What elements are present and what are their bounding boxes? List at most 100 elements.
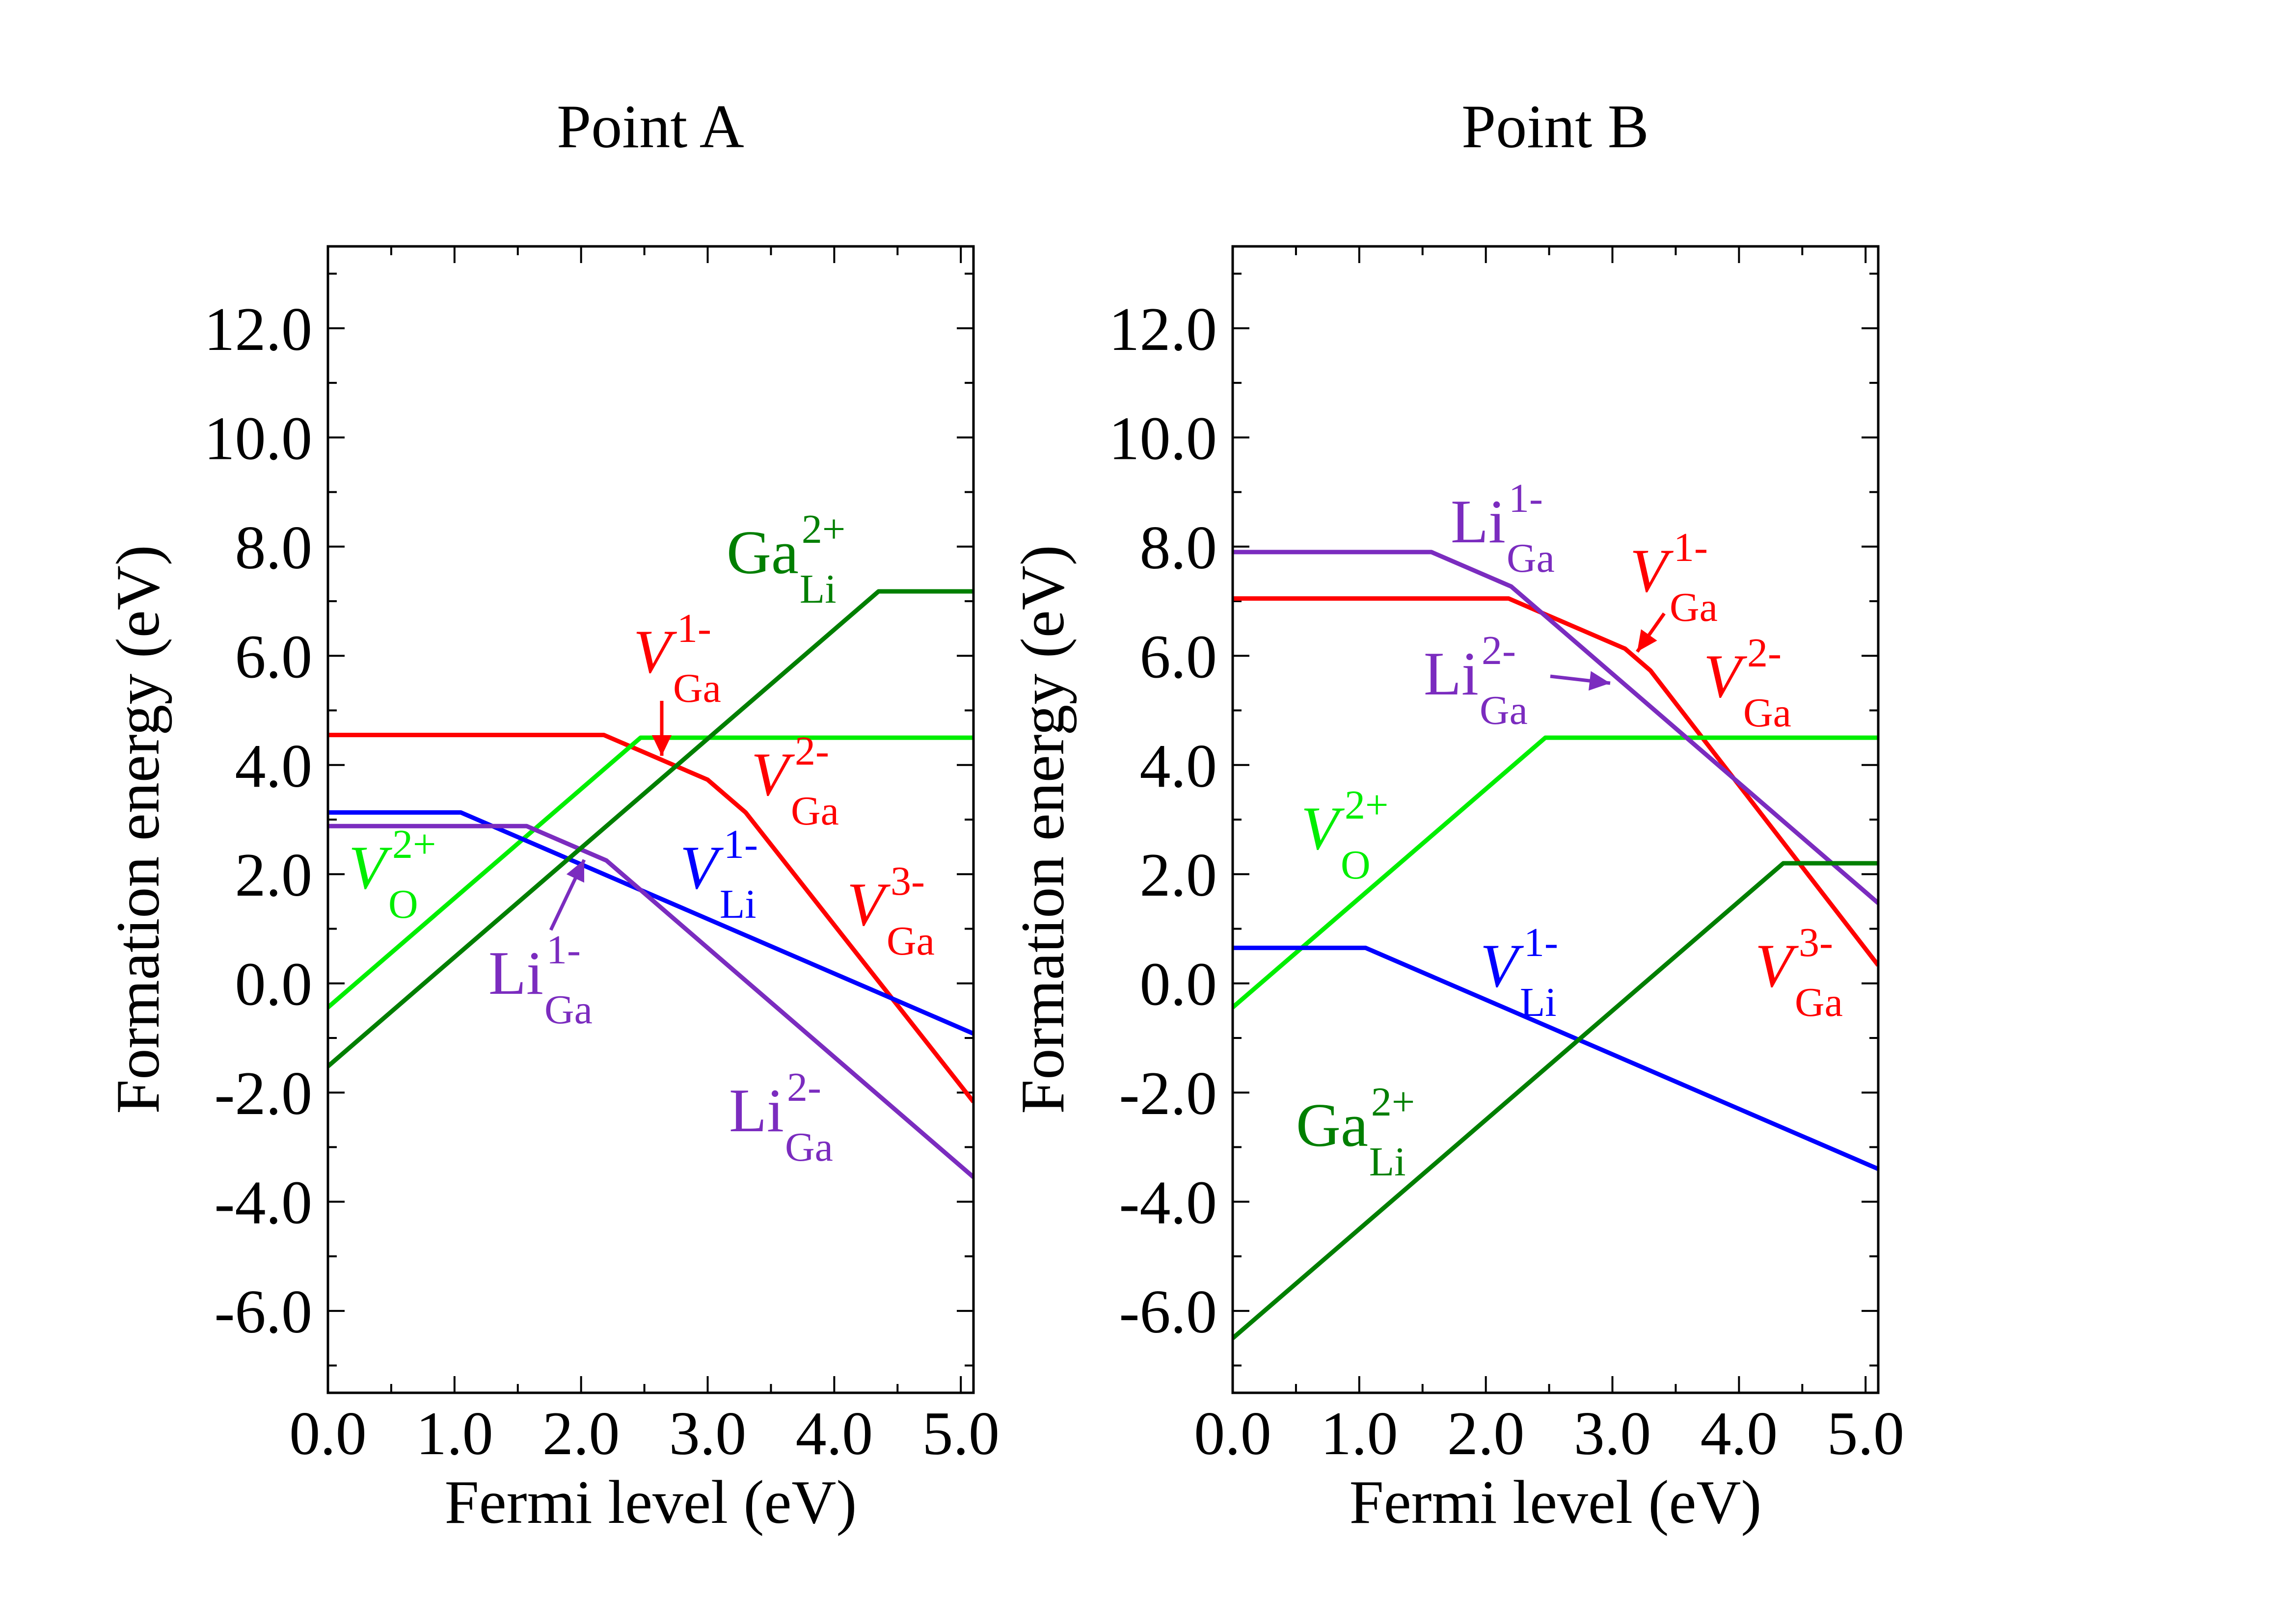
arrow-head: [652, 735, 672, 756]
defect-label-main: V: [1755, 932, 1799, 1000]
y-tick-label: -2.0: [215, 1060, 312, 1128]
defect-label-site: Ga: [785, 1124, 833, 1170]
plot-frame: [326, 245, 975, 1394]
y-tick-label: 6.0: [235, 623, 313, 691]
defect-label-main: V: [1630, 537, 1674, 605]
defect-label-li-ga: Li2- Ga: [729, 1064, 833, 1170]
y-tick-label: 2.0: [1140, 841, 1217, 909]
series-line-li-ga: [328, 824, 973, 1179]
defect-label-charge: 2-: [1747, 630, 1782, 676]
pointer-arrow: [1550, 671, 1611, 691]
y-tick-label: 6.0: [1140, 623, 1217, 691]
x-tick-label: 5.0: [922, 1400, 999, 1468]
series-line-v-li: [328, 810, 973, 1036]
defect-label-main: V: [847, 871, 891, 939]
x-tick-label: 1.0: [416, 1400, 493, 1468]
arrow-head: [566, 860, 585, 883]
x-tick-label: 4.0: [1701, 1400, 1778, 1468]
defect-label-site: Li: [1369, 1139, 1406, 1185]
y-tick-label: -6.0: [215, 1278, 312, 1346]
defect-label-v-li: V 1- Li: [1480, 920, 1558, 1025]
y-tick-label: 10.0: [204, 404, 313, 473]
y-tick-label: 0.0: [1140, 951, 1217, 1019]
chart-panel-a: Point A 0.0 1.0 2.0 3.0 4.0 5.0 -6.0 -4.0 -2.0 0.0…: [104, 93, 999, 1537]
defect-label-main: Li: [1424, 640, 1479, 708]
chart-title: Point A: [557, 93, 744, 161]
defect-label-charge: 2+: [1345, 782, 1388, 828]
y-tick-label: -4.0: [1119, 1169, 1217, 1237]
defect-label-li-ga: Li1- Ga: [1451, 476, 1555, 581]
defect-label-charge: 1-: [1524, 920, 1558, 965]
defect-label-v-o: V 2+ O: [1301, 782, 1388, 888]
x-axis-label: Fermi level (eV): [445, 1468, 857, 1537]
x-tick-label: 3.0: [669, 1400, 747, 1468]
x-tick-label: 4.0: [796, 1400, 873, 1468]
defect-label-site: Ga: [1507, 535, 1555, 581]
y-tick-label: 4.0: [1140, 732, 1217, 800]
y-tick-label: -2.0: [1119, 1060, 1217, 1128]
y-tick-label: 10.0: [1109, 404, 1217, 473]
series-line-v-ga: [1233, 596, 1878, 967]
defect-label-charge: 1-: [677, 606, 711, 651]
defect-label-charge: 2+: [802, 506, 845, 552]
arrow-head: [1637, 629, 1657, 652]
arrow-head: [1588, 671, 1610, 691]
defect-label-charge: 3-: [891, 858, 925, 904]
x-tick-label: 0.0: [289, 1400, 367, 1468]
y-tick-label: 8.0: [235, 514, 313, 582]
defect-label-charge: 3-: [1799, 920, 1833, 965]
defect-label-li-ga: Li1- Ga: [488, 927, 593, 1033]
defect-label-charge: 1-: [1509, 476, 1543, 521]
defect-label-charge: 1-: [1674, 525, 1708, 570]
y-axis-label: Formation energy (eV): [104, 545, 172, 1114]
plot-frame: [1231, 245, 1880, 1394]
pointer-arrow: [1636, 612, 1666, 653]
y-axis-label: Formation energy (eV): [1009, 545, 1077, 1114]
defect-label-v-ga: V 3- Ga: [847, 858, 935, 964]
defect-label-main: V: [680, 834, 724, 902]
defect-label-site: Ga: [887, 918, 935, 964]
defect-label-v-ga: V 3- Ga: [1755, 920, 1843, 1025]
defect-label-charge: 2-: [1482, 628, 1516, 673]
defect-label-site: Li: [1520, 980, 1557, 1025]
defect-label-site: O: [1341, 842, 1371, 888]
defect-label-v-ga: V 1- Ga: [633, 606, 721, 711]
defect-label-site: Ga: [1670, 585, 1718, 630]
defect-label-site: Li: [800, 566, 837, 612]
defect-label-main: Li: [729, 1077, 784, 1145]
series-line-li-ga: [1233, 550, 1878, 905]
chart-title: Point B: [1461, 93, 1649, 161]
series-group: [328, 589, 973, 1179]
defect-label-main: V: [751, 741, 795, 809]
defect-label-charge: 2-: [795, 728, 829, 774]
defect-label-site: Li: [720, 881, 756, 927]
defect-label-site: O: [388, 881, 418, 927]
series-line-ga-li: [328, 589, 973, 1068]
x-tick-label: 3.0: [1574, 1400, 1651, 1468]
defect-label-main: V: [1703, 642, 1748, 711]
y-tick-label: 8.0: [1140, 514, 1217, 582]
series-line-v-ga: [328, 733, 973, 1103]
y-tick-label: 4.0: [235, 732, 313, 800]
defect-label-main: Li: [488, 939, 543, 1008]
defect-label-main: Li: [1451, 488, 1506, 556]
y-tick-label: 12.0: [1109, 295, 1217, 364]
defect-label-main: V: [1480, 932, 1524, 1000]
defect-label-site: Ga: [1795, 980, 1843, 1025]
defect-label-ga-li: Ga2+ Li: [1296, 1079, 1415, 1185]
defect-label-li-ga: Li2- Ga: [1424, 628, 1528, 733]
defect-label-ga-li: Ga2+ Li: [727, 506, 845, 612]
defect-label-site: Ga: [1480, 688, 1528, 733]
chart-panel-b: Point B 0.0 1.0 2.0 3.0 4.0 5.0 -6.0 -4.0 -2.0 0.0…: [1009, 93, 1904, 1537]
y-tick-label: -6.0: [1119, 1278, 1217, 1346]
x-tick-label: 1.0: [1321, 1400, 1398, 1468]
pointer-arrow: [652, 701, 672, 756]
defect-label-main: Ga: [727, 519, 799, 587]
series-line-v-o: [1233, 735, 1878, 1010]
series-group: [1233, 550, 1878, 1340]
x-axis-label: Fermi level (eV): [1350, 1468, 1762, 1537]
defect-label-v-ga: V 1- Ga: [1630, 525, 1718, 630]
y-tick-label: -4.0: [215, 1169, 312, 1237]
defect-label-charge: 2-: [787, 1064, 821, 1110]
